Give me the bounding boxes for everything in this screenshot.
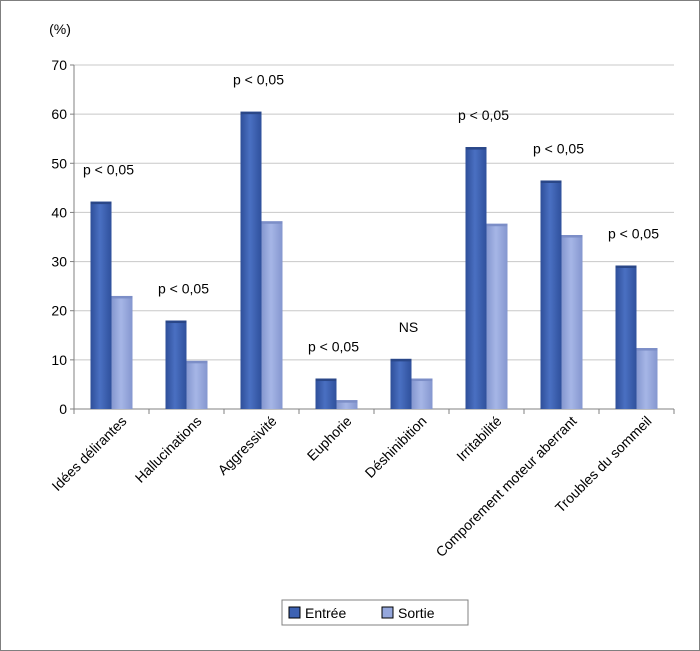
legend-swatch [288, 606, 301, 619]
category-label: Déshinibition [362, 413, 430, 481]
significance-label: p < 0,05 [83, 162, 134, 178]
bar-top-edge [165, 320, 187, 324]
bar-top-edge [315, 378, 337, 382]
y-axis-unit: (%) [49, 21, 71, 37]
bar-sortie [111, 295, 133, 409]
category-label: Euphorie [304, 413, 355, 464]
legend-box [281, 599, 469, 626]
y-tick-label: 20 [51, 303, 67, 319]
bar-entree [90, 201, 112, 409]
y-tick-label: 50 [51, 155, 67, 171]
bar-sortie [486, 223, 508, 409]
category-label: Idées délirantes [48, 413, 129, 494]
bar-entree [465, 147, 487, 409]
bar-entree [165, 320, 187, 409]
y-tick-label: 30 [51, 254, 67, 270]
y-tick-label: 70 [51, 57, 67, 73]
bar-top-edge [540, 180, 562, 183]
bar-top-edge [636, 348, 658, 351]
bar-entree [315, 378, 337, 409]
bar-top-edge [186, 360, 208, 364]
legend-swatch [381, 606, 394, 619]
significance-label: p < 0,05 [533, 140, 584, 156]
significance-label: p < 0,05 [158, 281, 209, 297]
bar-sortie [261, 221, 283, 409]
y-tick-label: 60 [51, 106, 67, 122]
bar-entree [390, 358, 412, 409]
category-label: Aggressivité [214, 413, 279, 478]
bar-top-edge [411, 378, 433, 382]
bar-top-edge [486, 223, 508, 227]
bar-top-edge [561, 235, 583, 238]
y-tick-label: 0 [59, 401, 67, 417]
significance-label: p < 0,05 [458, 107, 509, 123]
bar-sortie [636, 348, 658, 409]
significance-label: p < 0,05 [308, 339, 359, 355]
significance-label: NS [399, 319, 418, 335]
bar-top-edge [90, 201, 112, 205]
bar-top-edge [240, 111, 262, 115]
bar-top-edge [261, 221, 283, 224]
bar-entree [540, 180, 562, 409]
bar-entree [240, 111, 262, 409]
bar-sortie [336, 400, 358, 409]
bar-top-edge [336, 400, 358, 403]
y-tick-label: 40 [51, 204, 67, 220]
bar-entree [615, 265, 637, 409]
bar-top-edge [390, 358, 412, 362]
legend-label: Entrée [305, 605, 346, 621]
legend-label: Sortie [398, 605, 435, 621]
bar-top-edge [465, 147, 487, 150]
category-label: Comporement moteur aberrant [432, 413, 579, 560]
bar-top-edge [111, 295, 133, 299]
category-label: Hallucinations [132, 413, 205, 486]
significance-label: p < 0,05 [233, 72, 284, 88]
y-tick-label: 10 [51, 352, 67, 368]
significance-label: p < 0,05 [608, 226, 659, 242]
bar-sortie [411, 378, 433, 409]
bar-sortie [186, 360, 208, 409]
category-label: Irritabilité [453, 413, 505, 465]
bar-top-edge [615, 265, 637, 269]
bar-sortie [561, 235, 583, 409]
